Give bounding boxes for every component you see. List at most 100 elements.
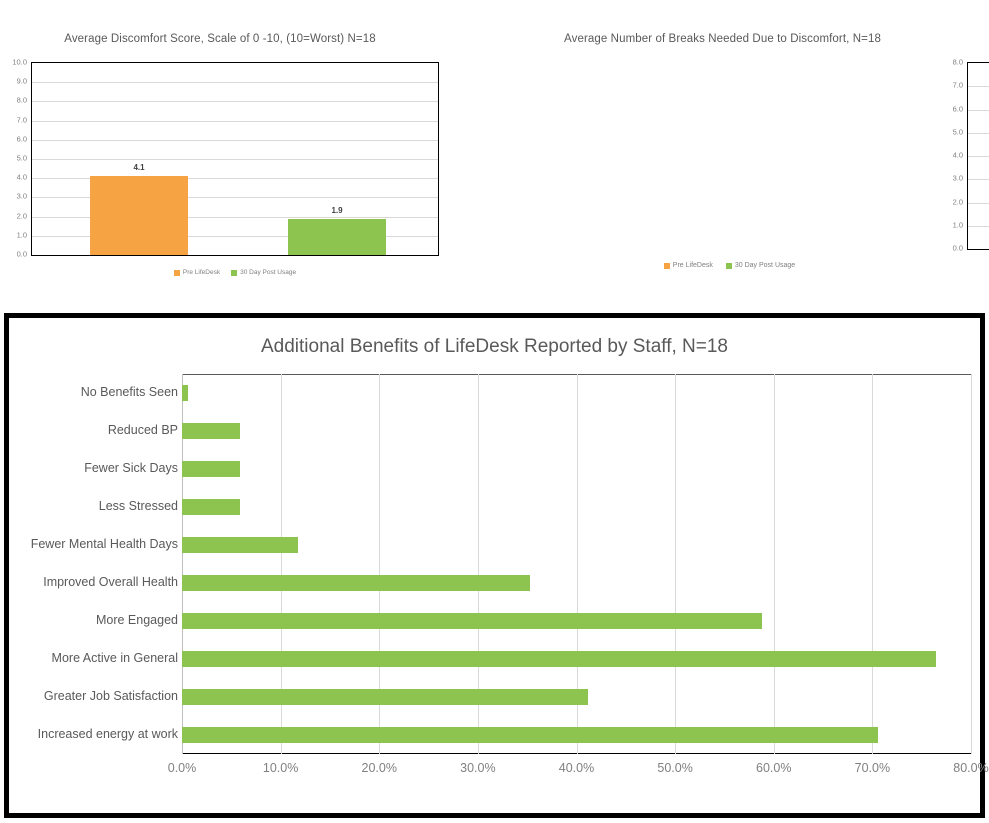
legend-swatch bbox=[231, 269, 238, 276]
table-row: Reduced BP bbox=[108, 412, 971, 450]
bar-reduced-bp bbox=[182, 423, 241, 439]
gridline bbox=[968, 202, 989, 204]
y-axis-tick-label: 8.0 bbox=[16, 95, 27, 105]
y-axis-category-label: Increased energy at work bbox=[37, 727, 178, 741]
bar-30-day-post-usage bbox=[288, 218, 386, 255]
y-axis-category-label: More Engaged bbox=[95, 613, 178, 627]
y-axis-tick-label: 7.0 bbox=[952, 80, 963, 90]
y-axis-category-label: No Benefits Seen bbox=[80, 385, 178, 399]
y-axis-category-label: Reduced BP bbox=[107, 423, 178, 437]
y-axis-tick-label: 0.0 bbox=[952, 243, 963, 253]
gridline-vertical bbox=[477, 374, 479, 754]
x-axis-tick-label: 20.0% bbox=[361, 761, 397, 775]
plot-area: No Benefits Seen Reduced BP Fewer Sick Day… bbox=[31, 374, 972, 754]
legend-swatch bbox=[663, 262, 670, 269]
table-row: Less Stressed bbox=[99, 488, 971, 526]
chart-legend: Pre LifeDesk 30 Day Post Usage bbox=[470, 262, 989, 269]
gridline-vertical bbox=[379, 374, 381, 754]
gridline bbox=[32, 159, 438, 160]
gridline bbox=[968, 179, 989, 181]
gridline bbox=[32, 197, 438, 199]
bar-more-engaged bbox=[182, 613, 762, 629]
table-row: More Active in General bbox=[52, 640, 971, 678]
gridline-vertical bbox=[576, 374, 578, 754]
y-axis-tick-label: 6.0 bbox=[16, 134, 27, 144]
y-axis-category-label: More Active in General bbox=[51, 651, 178, 665]
legend-item-0: Pre LifeDesk bbox=[173, 269, 221, 276]
x-axis-tick-label: 30.0% bbox=[460, 761, 496, 775]
y-axis-tick-label: 9.0 bbox=[16, 76, 27, 86]
legend-label: 30 Day Post Usage bbox=[240, 269, 297, 276]
legend-item-0: Pre LifeDesk bbox=[663, 262, 713, 269]
gridline-vertical bbox=[182, 374, 183, 754]
chart-legend: Pre LifeDesk 30 Day Post Usage bbox=[0, 269, 500, 276]
bar-pre-lifedesk bbox=[90, 176, 188, 255]
y-axis-tick-label: 4.0 bbox=[952, 150, 963, 160]
gridline bbox=[32, 216, 438, 218]
x-axis-tick-label: 60.0% bbox=[756, 761, 792, 775]
y-axis-tick-label: 10.0 bbox=[12, 57, 27, 67]
bar-increased-energy-at-work bbox=[182, 727, 879, 743]
x-axis-tick-label: 80.0% bbox=[953, 761, 989, 775]
gridline bbox=[32, 82, 438, 84]
gridline-vertical bbox=[773, 374, 775, 754]
y-axis-category-label: Fewer Sick Days bbox=[84, 461, 178, 475]
gridline bbox=[32, 178, 438, 180]
y-axis-tick-label: 4.0 bbox=[16, 172, 27, 182]
gridline bbox=[32, 120, 438, 122]
gridline-vertical bbox=[675, 374, 677, 754]
gridline-vertical bbox=[971, 374, 972, 754]
y-axis-category-label: Greater Job Satisfaction bbox=[43, 689, 178, 703]
table-row: More Engaged bbox=[96, 602, 971, 640]
chart-additional-benefits: Additional Benefits of LifeDesk Reported… bbox=[4, 313, 989, 818]
y-axis-tick-label: 1.0 bbox=[16, 230, 27, 240]
table-row: Greater Job Satisfaction bbox=[44, 678, 971, 716]
gridline-vertical bbox=[280, 374, 282, 754]
gridline-vertical bbox=[872, 374, 874, 754]
gridline bbox=[32, 139, 438, 141]
x-axis-tick-label: 0.0% bbox=[167, 761, 197, 775]
x-axis-tick-label: 40.0% bbox=[558, 761, 595, 775]
chart-title: Additional Benefits of LifeDesk Reported… bbox=[260, 336, 728, 357]
gridline bbox=[968, 225, 989, 227]
gridline bbox=[968, 109, 989, 111]
table-row: Increased energy at work bbox=[38, 716, 971, 754]
y-axis-tick-label: 8.0 bbox=[952, 57, 963, 67]
bar-more-active-in-general bbox=[182, 651, 937, 667]
legend-label: 30 Day Post Usage bbox=[734, 262, 796, 269]
x-axis-tick-label: 50.0% bbox=[657, 761, 693, 775]
plot-area: 4.1 1.9 bbox=[31, 62, 439, 256]
legend-item-1: 30 Day Post Usage bbox=[231, 269, 296, 276]
y-axis-tick-label: 6.0 bbox=[952, 104, 963, 113]
legend-item-1: 30 Day Post Usage bbox=[725, 262, 796, 269]
y-axis-tick-label: 2.0 bbox=[952, 197, 963, 206]
y-axis-tick-label: 0.0 bbox=[16, 249, 27, 259]
legend-swatch bbox=[725, 262, 732, 269]
chart-title: Average Discomfort Score, Scale of 0 -10… bbox=[64, 33, 376, 45]
y-axis-tick-label: 1.0 bbox=[952, 220, 963, 230]
legend-label: Pre LifeDesk bbox=[182, 269, 221, 276]
table-row: Fewer Mental Health Days bbox=[31, 526, 971, 564]
y-axis-category-label: Fewer Mental Health Days bbox=[30, 537, 178, 551]
bar-no-benefits-seen bbox=[182, 385, 188, 401]
table-row: Improved Overall Health bbox=[43, 564, 971, 602]
top-charts-row: Average Discomfort Score, Scale of 0 -10… bbox=[0, 0, 989, 300]
x-axis-tick-label: 70.0% bbox=[854, 761, 891, 775]
bar-fewer-sick-days bbox=[182, 461, 241, 477]
gridline bbox=[968, 86, 989, 88]
legend-label: Pre LifeDesk bbox=[672, 262, 713, 269]
gridline bbox=[32, 235, 438, 237]
y-axis-tick-label: 3.0 bbox=[952, 173, 963, 183]
y-axis-category-label: Improved Overall Health bbox=[43, 575, 178, 589]
y-axis-tick-label: 3.0 bbox=[16, 191, 27, 201]
bar-improved-overall-health bbox=[182, 575, 531, 591]
bar-value-label: 4.1 bbox=[133, 163, 145, 173]
x-axis-tick-label: 10.0% bbox=[262, 761, 299, 775]
chart-title: Average Number of Breaks Needed Due to D… bbox=[564, 33, 881, 45]
y-axis-tick-label: 7.0 bbox=[16, 115, 27, 125]
bar-fewer-mental-health-days bbox=[182, 537, 299, 553]
bar-value-label: 1.9 bbox=[331, 205, 343, 215]
gridline bbox=[968, 132, 989, 134]
table-row: No Benefits Seen bbox=[81, 374, 971, 412]
plot-area: 4.21.1 bbox=[967, 62, 989, 250]
